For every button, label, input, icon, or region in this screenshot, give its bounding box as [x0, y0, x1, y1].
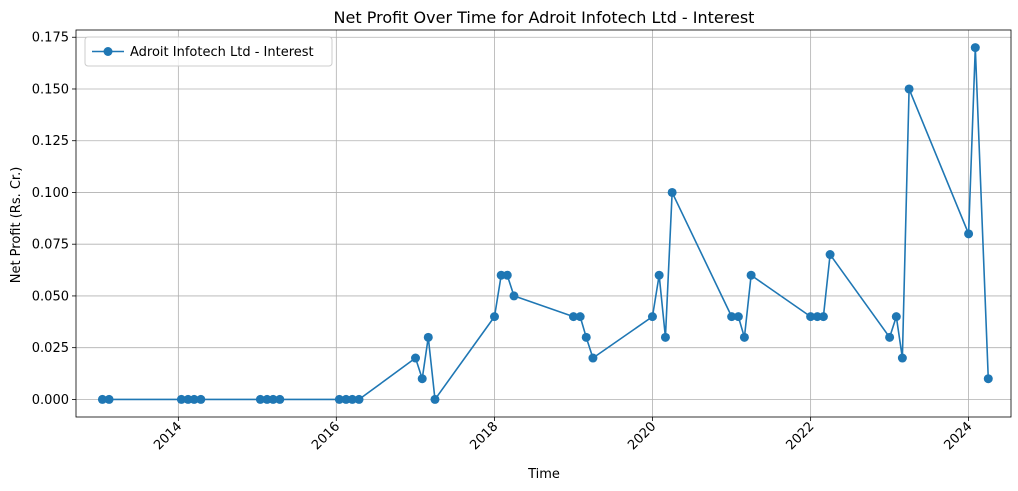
- data-point: [509, 291, 519, 301]
- data-point: [964, 229, 974, 239]
- data-point: [904, 84, 914, 94]
- data-point: [575, 312, 585, 322]
- data-point: [104, 394, 114, 404]
- legend-label: Adroit Infotech Ltd - Interest: [130, 45, 314, 60]
- data-point: [581, 332, 591, 342]
- legend: Adroit Infotech Ltd - Interest: [84, 36, 333, 67]
- x-axis-label: Time: [527, 467, 560, 482]
- data-point: [818, 312, 828, 322]
- data-point: [727, 312, 737, 322]
- data-point: [176, 394, 186, 404]
- data-point: [885, 332, 895, 342]
- series-line: [102, 46, 990, 401]
- plot-area: [97, 43, 993, 404]
- data-point: [268, 394, 278, 404]
- data-point: [275, 394, 285, 404]
- data-point: [806, 312, 816, 322]
- data-point: [334, 394, 344, 404]
- data-point: [489, 312, 499, 322]
- data-point: [255, 394, 265, 404]
- data-point: [739, 332, 749, 342]
- data-point: [341, 394, 351, 404]
- data-point: [423, 332, 433, 342]
- data-point: [196, 394, 206, 404]
- axes-frame: [75, 29, 1012, 418]
- legend-box: [84, 36, 333, 67]
- y-tick-label: 0.075: [32, 238, 69, 253]
- y-tick-label: 0.150: [32, 82, 69, 97]
- data-point: [354, 394, 364, 404]
- data-point: [983, 374, 993, 384]
- data-point: [970, 43, 980, 53]
- y-tick-label: 0.100: [32, 186, 69, 201]
- data-point: [654, 270, 664, 280]
- y-axis-label: Net Profit (Rs. Cr.): [9, 167, 24, 284]
- data-point: [588, 353, 598, 363]
- x-tick-label: 2016: [309, 419, 343, 453]
- y-tick-label: 0.050: [32, 289, 69, 304]
- data-point: [417, 374, 427, 384]
- data-point: [746, 270, 756, 280]
- y-tick-label: 0.125: [32, 134, 69, 149]
- grid: [76, 30, 1011, 417]
- data-point: [660, 332, 670, 342]
- data-point: [411, 353, 421, 363]
- data-point: [667, 187, 677, 197]
- x-tick-label: 2014: [151, 419, 185, 453]
- x-tick-label: 2018: [467, 419, 501, 453]
- x-tick-label: 2022: [783, 419, 817, 453]
- data-point: [733, 312, 743, 322]
- x-tick-label: 2024: [941, 419, 975, 453]
- y-tick-label: 0.000: [32, 393, 69, 408]
- data-point: [825, 250, 835, 260]
- data-point: [347, 394, 357, 404]
- x-tick-label: 2020: [625, 419, 659, 453]
- data-point: [502, 270, 512, 280]
- data-point: [891, 312, 901, 322]
- data-point: [897, 353, 907, 363]
- y-tick-label: 0.175: [32, 31, 69, 46]
- data-point: [97, 394, 107, 404]
- data-point: [568, 312, 578, 322]
- chart-title: Net Profit Over Time for Adroit Infotech…: [334, 8, 755, 27]
- y-tick-label: 0.025: [32, 341, 69, 356]
- data-point: [647, 312, 657, 322]
- data-point: [430, 394, 440, 404]
- data-point: [189, 394, 199, 404]
- legend-marker-swatch: [103, 47, 113, 56]
